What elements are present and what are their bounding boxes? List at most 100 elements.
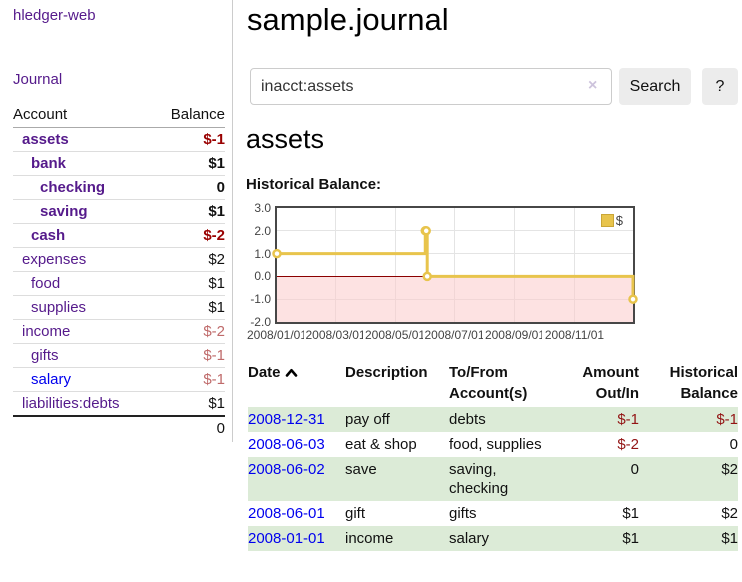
gridline [573,208,575,322]
account-link-checking[interactable]: checking [40,178,106,196]
y-tick-label: 0.0 [254,269,271,284]
account-link-liabilities-debts[interactable]: liabilities:debts [22,394,120,412]
gridline [277,253,633,255]
account-link-expenses[interactable]: expenses [22,250,87,268]
txn-date-link[interactable]: 2008-01-01 [248,530,325,547]
x-tick-label: 2008/09/01 [482,328,547,342]
register-row: 2008-12-31 pay off debts $-1 $-1 [248,407,738,432]
accounts-total-row: 0 [13,414,225,440]
register-row: 2008-06-03 eat & shop food, supplies $-2… [248,432,738,457]
y-tick-label: -2.0 [250,315,271,329]
txn-amount: 0 [549,457,639,501]
register-table: Date Description To/From Account(s) Amoun… [248,362,738,551]
txn-accounts: saving, checking [449,457,549,501]
account-row-gifts: gifts $-1 [13,342,225,367]
account-balance: 0 [153,174,225,199]
account-balance: $1 [153,294,225,319]
txn-amount: $-2 [617,436,639,453]
sidebar-item-journal[interactable]: Journal [13,71,63,88]
register-col-date[interactable]: Date [248,362,345,407]
account-balance: $-1 [153,366,225,391]
txn-description: eat & shop [345,436,417,453]
account-link-saving[interactable]: saving [40,202,88,220]
x-tick-label: 2008/03/01 [303,328,368,342]
accounts-table-header: Account Balance [13,103,225,128]
txn-accounts: salary [449,526,549,551]
account-link-salary[interactable]: salary [31,370,72,388]
page-title: sample.journal [247,2,449,37]
account-row-bank: bank $1 [13,150,225,175]
account-balance: $1 [153,390,225,416]
account-balance: $-1 [153,342,225,367]
register-col-description: Description [345,364,428,381]
account-row-checking: checking 0 [13,174,225,199]
accounts-table: Account Balance assets $-1 bank $1 check… [13,103,225,440]
clear-search-icon[interactable]: × [588,77,598,94]
account-row-supplies: supplies $1 [13,294,225,319]
account-row-assets: assets $-1 [13,126,225,151]
accounts-col-account: Account [13,103,154,128]
account-balance: $1 [153,198,225,223]
txn-description: gift [345,505,366,522]
txn-date-link[interactable]: 2008-06-02 [248,461,325,478]
x-tick-label: 2008/05/01 [363,328,428,342]
account-link-food[interactable]: food [31,274,61,292]
account-row-salary: salary $-1 [13,366,225,391]
txn-accounts: food, supplies [449,436,542,453]
help-button[interactable]: ? [702,68,738,105]
account-balance: $2 [153,246,225,271]
txn-balance: $2 [639,457,738,501]
data-point [421,226,431,236]
legend-label: $ [615,213,623,228]
txn-date-link[interactable]: 2008-06-01 [248,505,325,522]
negative-region [277,276,633,322]
gridline [335,208,337,322]
txn-date-link[interactable]: 2008-12-31 [248,411,325,428]
txn-amount: $1 [622,505,639,522]
historical-balance-chart: $ 3.0 2.0 1.0 0.0 -1.0 -2.0 2008/01/01 2008/03/… [245,196,655,346]
account-row-liabilities-debts: liabilities:debts $1 [13,390,225,416]
account-row-saving: saving $1 [13,198,225,223]
chart-title: Historical Balance: [246,176,382,193]
search-input[interactable] [250,68,612,105]
txn-amount: $-1 [549,407,639,432]
register-col-amount: Amount Out/In [582,364,639,402]
account-link-supplies[interactable]: supplies [31,298,87,316]
register-col-balance: Historical Balance [669,364,738,402]
chart-plot: $ [272,206,638,324]
account-balance: $1 [153,270,225,295]
txn-amount: $1 [549,526,639,551]
txn-date-link[interactable]: 2008-06-03 [248,436,325,453]
txn-balance: $-1 [639,407,738,432]
account-link-assets[interactable]: assets [22,130,69,148]
register-header-row: Date Description To/From Account(s) Amoun… [248,362,738,407]
account-balance: $-1 [153,126,225,151]
gridline [394,208,396,322]
sort-asc-icon [285,362,298,383]
account-row-cash: cash $-2 [13,222,225,247]
account-link-bank[interactable]: bank [31,154,67,172]
gridline [454,208,455,322]
account-balance: $-2 [153,222,225,247]
legend-swatch-icon [600,214,614,227]
current-account-heading: assets [246,124,325,154]
account-link-gifts[interactable]: gifts [31,346,59,364]
y-tick-label: -1.0 [250,292,271,307]
app-title-link[interactable]: hledger-web [13,7,96,24]
txn-accounts: gifts [449,505,477,522]
gridline [277,230,633,232]
chart-legend: $ [600,213,623,228]
x-tick-label: 2008/11/01 [542,328,607,342]
account-balance: $1 [153,150,225,175]
txn-balance: 0 [729,436,738,453]
account-link-cash[interactable]: cash [31,226,66,244]
gridline [514,208,516,322]
register-row: 2008-06-02 save saving, checking 0 $2 [248,457,738,501]
txn-balance: $1 [639,526,738,551]
date-header-label: Date [248,364,281,381]
search-button[interactable]: Search [619,68,691,105]
account-link-income[interactable]: income [22,322,71,340]
y-tick-label: 3.0 [254,201,271,215]
txn-balance: $2 [721,505,738,522]
